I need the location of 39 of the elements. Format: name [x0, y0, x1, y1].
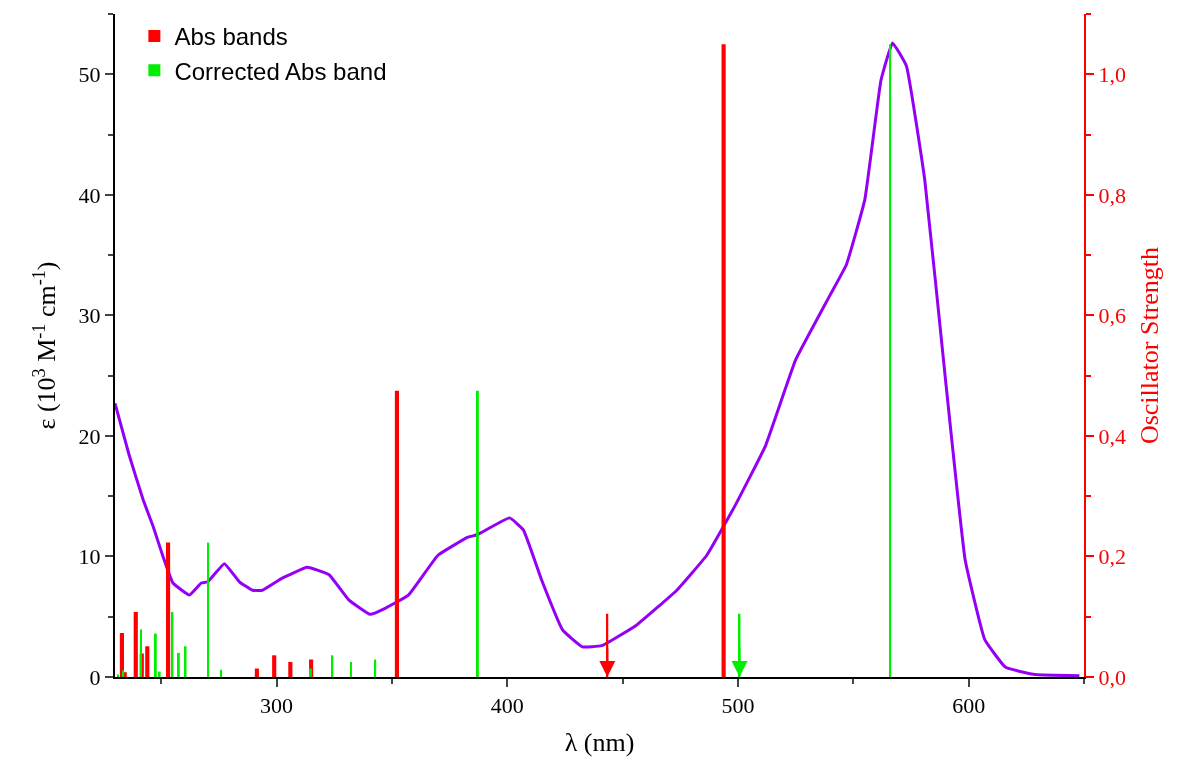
y2-tick-label: 0,6 — [1098, 303, 1126, 329]
bar — [350, 661, 352, 677]
bar — [145, 646, 150, 677]
x-tick-label: 400 — [490, 693, 524, 719]
y2-axis-title: Oscillator Strength — [1135, 246, 1165, 445]
y2-tick-label: 0,8 — [1098, 182, 1126, 208]
x-tick-label: 500 — [721, 693, 755, 719]
bar — [476, 390, 479, 677]
y2-tick-label: 1,0 — [1098, 61, 1126, 87]
bar — [133, 611, 138, 677]
bar — [140, 629, 142, 677]
bar — [184, 646, 187, 677]
y-tick-label: 40 — [78, 182, 101, 208]
y2-tick-label: 0,2 — [1098, 544, 1126, 570]
bar — [254, 668, 259, 677]
bar — [331, 655, 334, 677]
bar — [220, 669, 223, 677]
bar — [288, 661, 293, 677]
bar — [272, 655, 277, 677]
y2-tick-label: 0,0 — [1098, 664, 1126, 690]
x-tick-label: 600 — [952, 693, 986, 719]
y-tick-label: 50 — [78, 61, 101, 87]
bar — [207, 542, 210, 677]
bar — [154, 633, 157, 677]
y-tick-label: 0 — [89, 664, 101, 690]
bar — [721, 44, 726, 677]
bar — [165, 542, 171, 677]
y-tick-label: 30 — [78, 303, 101, 329]
y2-tick-label: 0,4 — [1098, 423, 1126, 449]
y-tick-label: 10 — [78, 544, 101, 570]
bar — [177, 652, 180, 677]
bar — [889, 44, 892, 677]
x-tick-label: 300 — [260, 693, 293, 719]
bar — [394, 390, 400, 677]
legend-label: Corrected Abs band — [174, 57, 387, 85]
bar — [309, 668, 312, 677]
legend-label: Abs bands — [174, 23, 288, 51]
x-axis-title: λ (nm) — [564, 727, 635, 757]
y-tick-label: 20 — [78, 423, 101, 449]
